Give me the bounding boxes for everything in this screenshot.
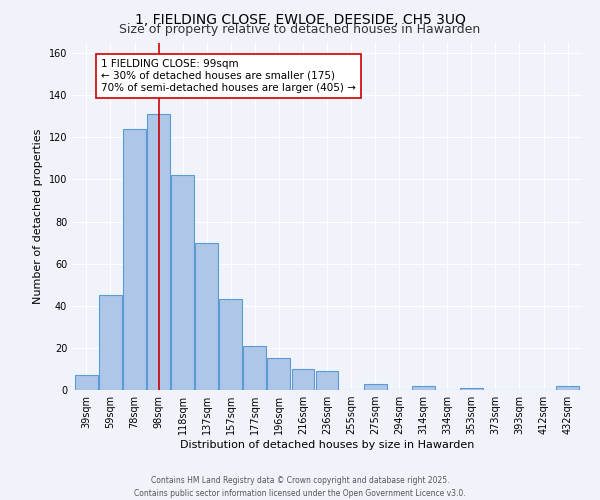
Bar <box>171 175 194 390</box>
Bar <box>316 371 338 390</box>
Text: 1, FIELDING CLOSE, EWLOE, DEESIDE, CH5 3UQ: 1, FIELDING CLOSE, EWLOE, DEESIDE, CH5 3… <box>134 12 466 26</box>
Text: Contains HM Land Registry data © Crown copyright and database right 2025.
Contai: Contains HM Land Registry data © Crown c… <box>134 476 466 498</box>
X-axis label: Distribution of detached houses by size in Hawarden: Distribution of detached houses by size … <box>180 440 474 450</box>
Bar <box>75 376 98 390</box>
Bar <box>268 358 290 390</box>
Bar <box>147 114 170 390</box>
Bar <box>292 369 314 390</box>
Bar <box>460 388 483 390</box>
Bar <box>364 384 386 390</box>
Bar <box>412 386 434 390</box>
Bar <box>220 300 242 390</box>
Y-axis label: Number of detached properties: Number of detached properties <box>33 128 43 304</box>
Bar <box>123 129 146 390</box>
Bar <box>556 386 579 390</box>
Bar <box>195 242 218 390</box>
Text: Size of property relative to detached houses in Hawarden: Size of property relative to detached ho… <box>119 22 481 36</box>
Bar <box>99 295 122 390</box>
Text: 1 FIELDING CLOSE: 99sqm
← 30% of detached houses are smaller (175)
70% of semi-d: 1 FIELDING CLOSE: 99sqm ← 30% of detache… <box>101 60 356 92</box>
Bar <box>244 346 266 390</box>
